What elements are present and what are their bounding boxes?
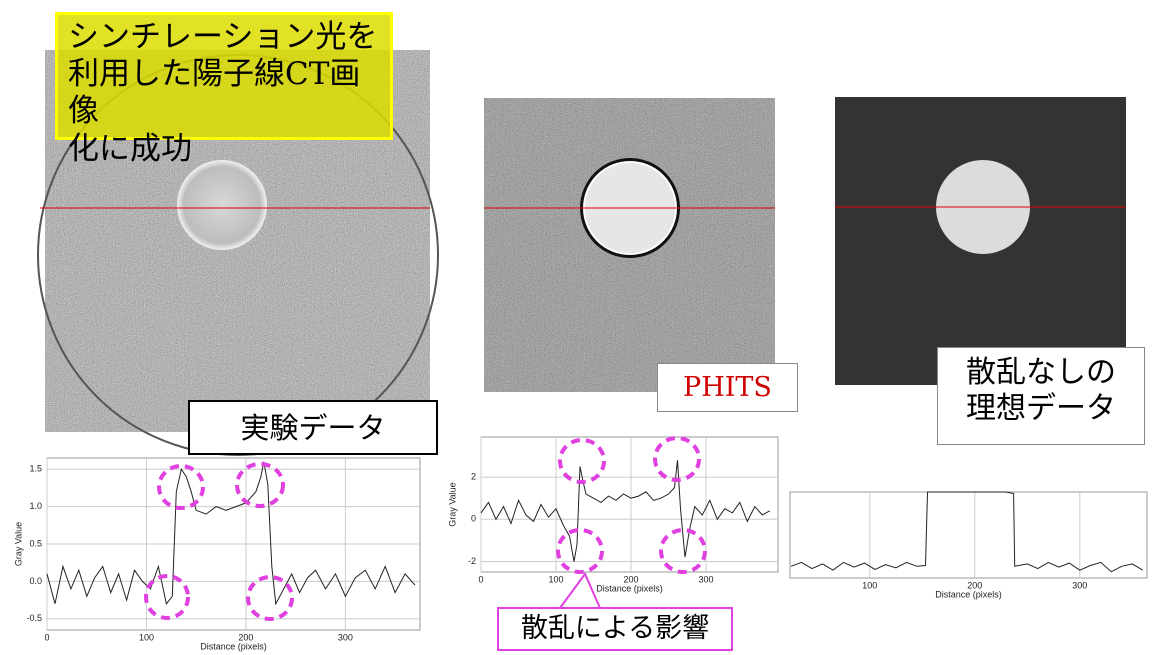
- x-axis-label: Distance (pixels): [200, 641, 267, 651]
- x-tick-label: 100: [548, 574, 563, 584]
- y-tick-label: 0.5: [29, 538, 42, 548]
- phits-label: PHITS: [657, 363, 798, 412]
- y-tick-label: 2: [471, 471, 476, 481]
- y-tick-label: -0.5: [26, 613, 42, 623]
- x-axis-label: Distance (pixels): [935, 589, 1002, 599]
- ideal-label: 散乱なしの 理想データ: [937, 347, 1145, 445]
- headline-callout: シンチレーション光を 利用した陽子線CT画像 化に成功: [55, 12, 393, 140]
- y-tick-label: 1.5: [29, 464, 42, 474]
- y-tick-label: 0.0: [29, 576, 42, 586]
- ideal-line: 理想データ: [938, 391, 1144, 427]
- x-tick-label: 300: [1072, 580, 1087, 590]
- note-pointer: [560, 574, 600, 608]
- x-tick-label: 300: [338, 632, 353, 642]
- experiment-label: 実験データ: [188, 400, 438, 455]
- headline-line: 利用した陽子線CT画像: [68, 56, 380, 130]
- y-axis-label: Gray Value: [447, 482, 457, 526]
- y-tick-label: 1.0: [29, 501, 42, 511]
- ideal-line: 散乱なしの: [938, 355, 1144, 391]
- x-tick-label: 100: [139, 632, 154, 642]
- headline-line: 化に成功: [68, 131, 380, 168]
- x-axis-label: Distance (pixels): [596, 583, 663, 593]
- scatter-note: 散乱による影響: [497, 607, 733, 651]
- slide: 0 100 2 0 0 300 -0.5 0.0 0.5 1.0 1.5 Distance (pixe…: [0, 0, 1157, 655]
- x-tick-label: 0: [44, 632, 49, 642]
- ct-phantom: [177, 160, 267, 250]
- x-tick-label: 300: [698, 574, 713, 584]
- y-tick-label: -2: [468, 556, 476, 566]
- plot-area: [481, 437, 778, 572]
- y-tick-label: 0: [471, 514, 476, 524]
- headline-line: シンチレーション光を: [68, 19, 380, 56]
- x-tick-label: 0: [478, 574, 483, 584]
- plot-area: [790, 492, 1147, 578]
- y-axis-label: Gray Value: [13, 522, 23, 566]
- x-tick-label: 100: [862, 580, 877, 590]
